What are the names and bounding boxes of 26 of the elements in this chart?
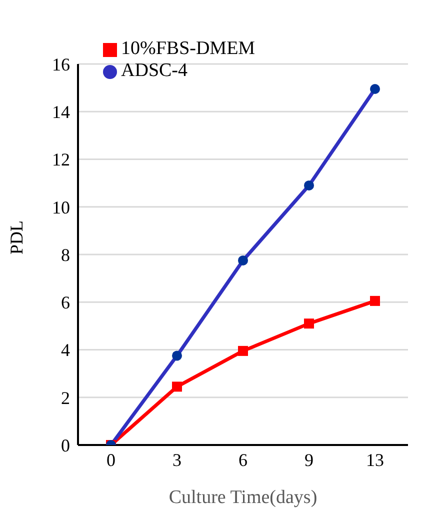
point	[238, 346, 248, 356]
legend-label: ADSC-4	[121, 60, 188, 81]
x-tick-label: 0	[106, 450, 116, 470]
x-tick-label: 9	[304, 450, 314, 470]
y-tick-label: 16	[52, 54, 70, 74]
y-tick-label: 4	[61, 340, 70, 360]
y-tick-label: 6	[61, 292, 70, 313]
x-tick-label: 3	[172, 450, 182, 470]
point	[172, 382, 182, 392]
y-tick-label: 0	[61, 435, 70, 456]
y-tick-label: 14	[52, 102, 70, 122]
point	[304, 180, 314, 190]
x-tick-label: 13	[366, 450, 384, 470]
point	[238, 255, 248, 266]
y-tick-label: 10	[52, 197, 70, 218]
y-tick-label: 12	[52, 150, 70, 170]
y-tick-label: 2	[61, 388, 70, 408]
x-tick-label: 6	[238, 450, 248, 470]
point	[370, 296, 380, 306]
legend-label: 10%FBS-DMEM	[121, 38, 256, 59]
y-axis-title: PDL	[6, 220, 26, 254]
point	[304, 318, 314, 329]
point	[172, 350, 182, 361]
y-tick-label: 8	[61, 244, 70, 265]
point	[370, 84, 380, 94]
x-axis-title: Culture Time(days)	[168, 487, 318, 508]
